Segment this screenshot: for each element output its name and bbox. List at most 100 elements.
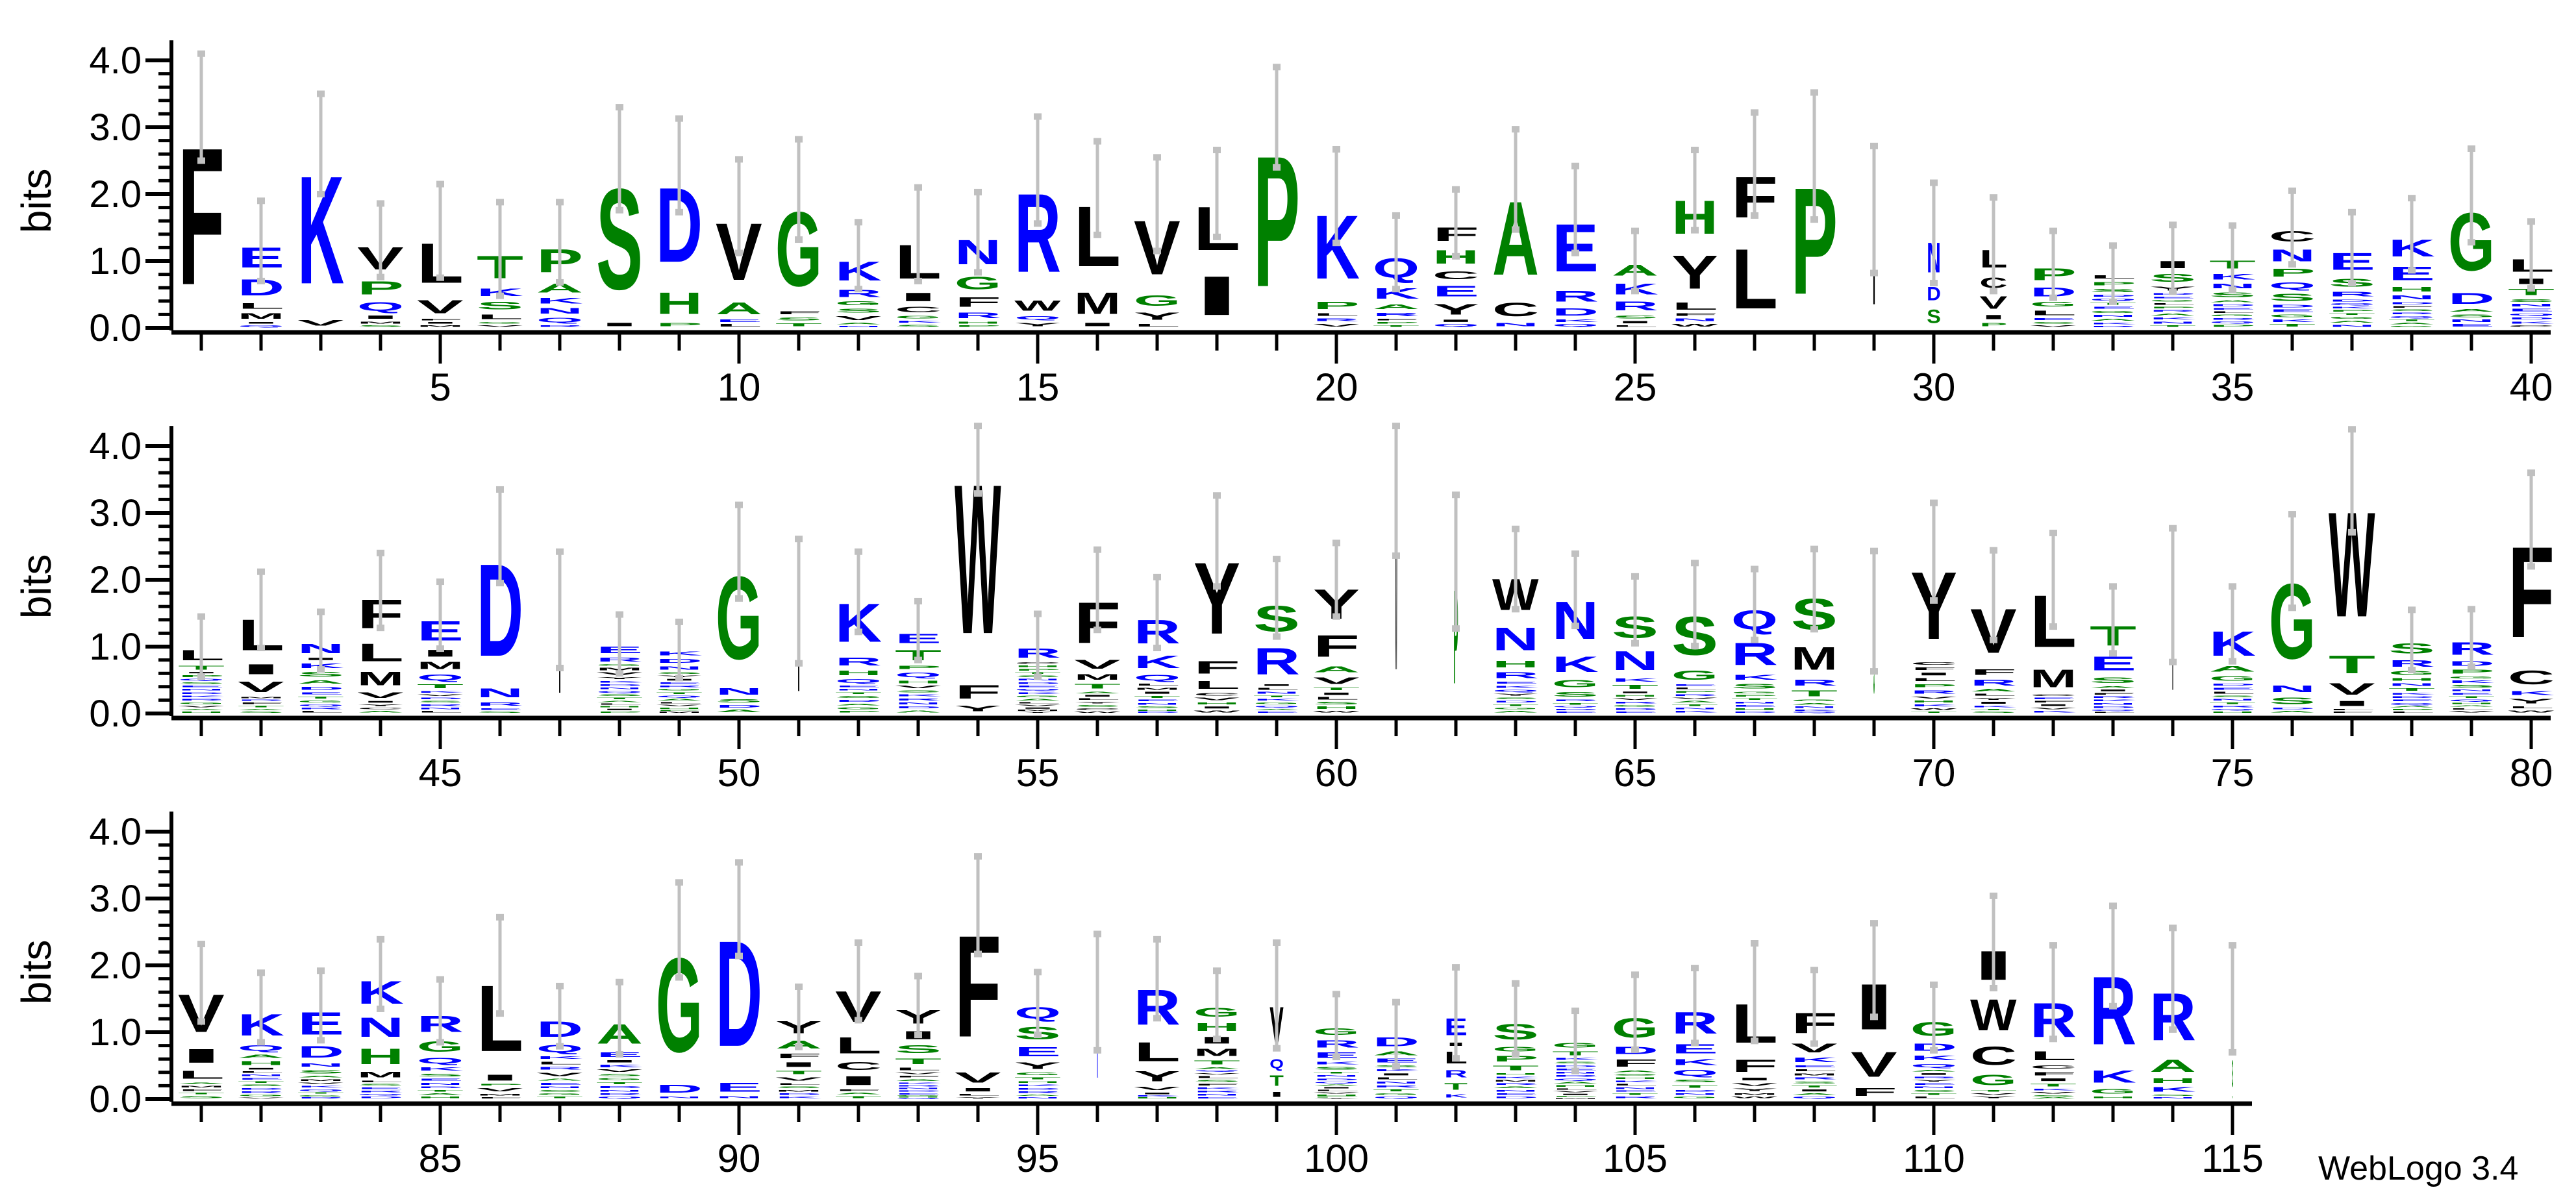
logo-letter: E	[2149, 296, 2196, 299]
error-bar-cap	[377, 200, 384, 207]
logo-column: NDS	[1927, 179, 1941, 327]
error-bar-cap	[2049, 294, 2057, 301]
logo-letter: A	[2448, 308, 2495, 313]
logo-letter: K	[1492, 1076, 1539, 1078]
logo-letter: E	[1134, 699, 1181, 702]
logo-column: K	[1094, 930, 1101, 1098]
logo-letter: L	[1194, 678, 1240, 691]
logo-letter: G	[835, 706, 882, 710]
error-bar-cap	[257, 969, 265, 976]
logo-letter: R	[1253, 641, 1300, 683]
logo-letter: A	[1970, 689, 2017, 693]
logo-letter: I	[895, 290, 942, 304]
logo-letter: I	[2329, 699, 2375, 707]
logo-letter: L	[1313, 697, 1360, 700]
logo-letter: I	[1269, 1091, 1284, 1098]
error-bar-cap	[1034, 1032, 1042, 1039]
error-bar-cap	[2468, 663, 2475, 670]
logo-letter: R	[835, 655, 882, 668]
error-bar-cap	[436, 274, 444, 281]
error-bar-cap	[1512, 226, 1519, 233]
logo-letter: P	[1910, 684, 1957, 688]
error-bar-cap	[2109, 650, 2117, 657]
logo-letter: G	[1612, 704, 1658, 707]
error-bar-cap	[974, 490, 982, 497]
error-bar	[974, 853, 982, 958]
error-bar-cap	[2229, 942, 2236, 949]
logo-letter: N	[357, 1013, 404, 1043]
logo-letter: C	[357, 707, 404, 710]
error-bar-cap	[1452, 186, 1460, 193]
logo-letter: R	[656, 685, 703, 688]
logo-letter: E	[477, 708, 523, 710]
error-bar-cap	[257, 1039, 265, 1046]
logo-letter: N	[1671, 1093, 1718, 1095]
logo-letter: I	[1253, 684, 1300, 686]
error-bar-cap	[2348, 426, 2356, 433]
logo-column: YISTLVFAKRNDEGHQ	[895, 973, 942, 1099]
logo-letter: R	[895, 698, 942, 701]
logo-letter: L	[2209, 311, 2256, 314]
logo-letter: S	[596, 694, 643, 697]
logo-letter: I	[1731, 1077, 1778, 1082]
logo-letter: R	[895, 1085, 942, 1087]
logo-letter: W	[1910, 708, 1957, 710]
logo-letter: C	[1194, 693, 1240, 697]
logo-letter: I	[1910, 672, 1957, 676]
logo-letter: I	[1970, 701, 2017, 704]
logo-letter: S	[1074, 704, 1121, 707]
error-bar-cap	[1452, 964, 1460, 971]
logo-letter: P	[2269, 266, 2316, 279]
logo-letter: L	[1671, 301, 1718, 312]
error-bar-cap	[1452, 491, 1460, 499]
error-bar-cap	[855, 939, 862, 946]
logo-letter: H	[1552, 1085, 1599, 1087]
error-bar	[735, 859, 743, 960]
logo-letter: Y	[596, 676, 643, 680]
error-bar-cap	[1631, 971, 1639, 978]
error-bar-cap	[1751, 636, 1758, 643]
error-bar-cap	[675, 115, 683, 122]
error-bar	[914, 597, 922, 663]
logo-letter: N	[1014, 1097, 1061, 1098]
error-bar	[556, 199, 564, 286]
logo-letter: A	[1910, 1069, 1957, 1072]
error-bar	[795, 983, 803, 1050]
logo-letter: M	[357, 668, 404, 689]
logo-letter: R	[1014, 1091, 1061, 1093]
logo-letter: G	[2090, 310, 2136, 314]
logo-letter: K	[2149, 317, 2196, 320]
logo-letter: M	[238, 697, 284, 699]
error-bar-cap	[197, 673, 205, 680]
error-bar-cap	[1810, 626, 1818, 633]
logo-letter: N	[417, 707, 464, 710]
error-bar-cap	[735, 249, 743, 256]
logo-letter: R	[1612, 1096, 1658, 1098]
error-bar-cap	[257, 645, 265, 652]
error-bar	[1751, 109, 1758, 219]
logo-letter: F	[417, 318, 464, 321]
error-bar-cap	[1512, 525, 1519, 532]
logo-letter: R	[1791, 1077, 1838, 1080]
x-tick-label: 85	[419, 1137, 462, 1180]
error-bar-cap	[2169, 221, 2177, 229]
logo-letter: A	[417, 1093, 464, 1095]
error-bar-cap	[1512, 606, 1519, 613]
error-bar-cap	[2169, 924, 2177, 932]
logo-letter: R	[536, 325, 583, 327]
logo-letter: K	[1671, 1058, 1718, 1067]
logo-letter: A	[2090, 686, 2136, 688]
logo-letter: S	[2269, 291, 2316, 303]
logo-letter: S	[2030, 1095, 2077, 1097]
logo-letter: D	[2388, 301, 2435, 304]
error-bar-cap	[436, 1039, 444, 1046]
logo-letter: Q	[2388, 702, 2435, 705]
logo-letter: D	[1492, 1096, 1539, 1098]
logo-letter: L	[2329, 708, 2375, 710]
logo-letter: H	[1731, 708, 1778, 710]
